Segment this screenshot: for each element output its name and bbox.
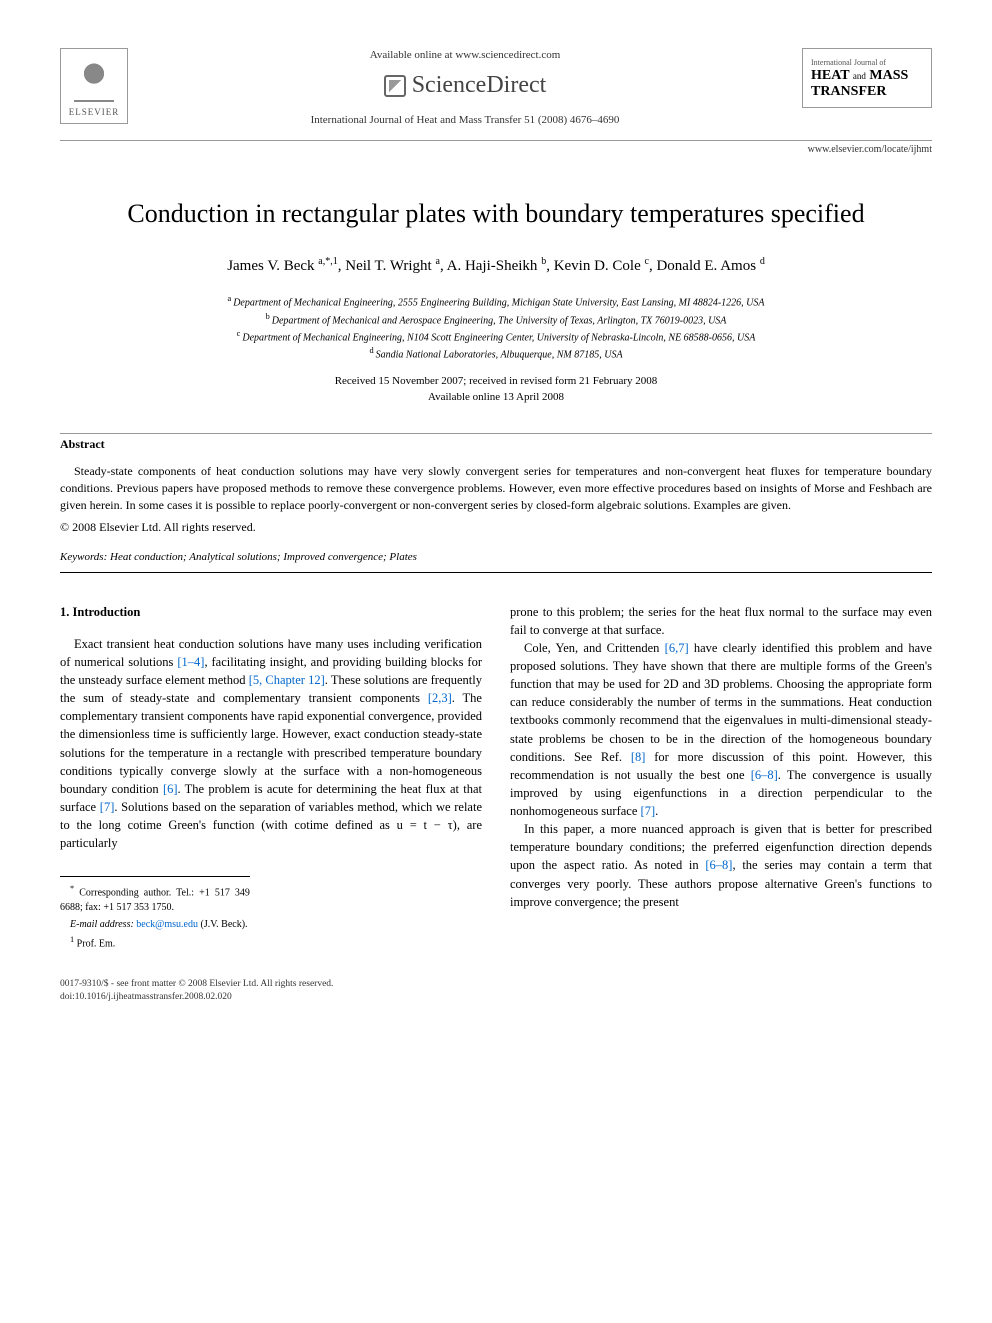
body-columns: 1. Introduction Exact transient heat con… (60, 603, 932, 954)
locate-url[interactable]: www.elsevier.com/locate/ijhmt (60, 143, 932, 157)
doi-line: doi:10.1016/j.ijheatmasstransfer.2008.02… (60, 991, 932, 1004)
abstract-copyright: © 2008 Elsevier Ltd. All rights reserved… (60, 519, 932, 536)
header-rule (60, 140, 932, 141)
elsevier-tree-icon (74, 56, 114, 102)
article-dates: Received 15 November 2007; received in r… (60, 374, 932, 405)
ref-link[interactable]: [1–4] (177, 655, 204, 669)
author-email-link[interactable]: beck@msu.edu (136, 919, 198, 930)
intro-paragraph-1-cont: prone to this problem; the series for th… (510, 603, 932, 639)
sciencedirect-text: ScienceDirect (412, 69, 547, 103)
affiliation-line: bDepartment of Mechanical and Aerospace … (60, 311, 932, 328)
journal-reference: International Journal of Heat and Mass T… (148, 113, 782, 128)
article-title: Conduction in rectangular plates with bo… (120, 197, 872, 231)
authors-line: James V. Beck a,*,1, Neil T. Wright a, A… (60, 255, 932, 277)
left-column: 1. Introduction Exact transient heat con… (60, 603, 482, 954)
ref-link[interactable]: [2,3] (428, 691, 452, 705)
affiliation-line: dSandia National Laboratories, Albuquerq… (60, 345, 932, 362)
intro-paragraph-2: Cole, Yen, and Crittenden [6,7] have cle… (510, 639, 932, 820)
footer: 0017-9310/$ - see front matter © 2008 El… (60, 978, 932, 1005)
section-1-heading: 1. Introduction (60, 603, 482, 621)
right-column: prone to this problem; the series for th… (510, 603, 932, 954)
abstract-heading: Abstract (60, 436, 932, 453)
center-header: Available online at www.sciencedirect.co… (128, 48, 802, 128)
front-matter-line: 0017-9310/$ - see front matter © 2008 El… (60, 978, 932, 991)
journal-title-line2: TRANSFER (811, 84, 923, 99)
ref-link[interactable]: [8] (631, 750, 646, 764)
header-row: ELSEVIER Available online at www.science… (60, 48, 932, 128)
received-date: Received 15 November 2007; received in r… (60, 374, 932, 389)
ref-link[interactable]: [6] (163, 782, 178, 796)
affiliations: aDepartment of Mechanical Engineering, 2… (60, 293, 932, 362)
pre-abstract-rule (60, 433, 932, 434)
journal-cover-box: International Journal of HEAT and MASS T… (802, 48, 932, 108)
sciencedirect-icon (384, 75, 406, 97)
affiliation-line: cDepartment of Mechanical Engineering, N… (60, 328, 932, 345)
intro-paragraph-3: In this paper, a more nuanced approach i… (510, 820, 932, 911)
keywords-label: Keywords: (60, 551, 107, 563)
keywords-text: Heat conduction; Analytical solutions; I… (107, 551, 417, 563)
footnotes: * Corresponding author. Tel.: +1 517 349… (60, 876, 250, 952)
journal-intl-label: International Journal of (811, 57, 923, 68)
ref-link[interactable]: [6,7] (665, 641, 689, 655)
ref-link[interactable]: [7] (100, 800, 115, 814)
corresponding-author-note: * Corresponding author. Tel.: +1 517 349… (60, 883, 250, 915)
available-online-text: Available online at www.sciencedirect.co… (148, 48, 782, 63)
journal-title-line1: HEAT and MASS (811, 68, 923, 83)
ref-link[interactable]: [6–8] (751, 768, 778, 782)
publisher-logo: ELSEVIER (60, 48, 128, 124)
prof-em-note: 1 Prof. Em. (60, 934, 250, 952)
email-note: E-mail address: beck@msu.edu (J.V. Beck)… (60, 918, 250, 933)
ref-link[interactable]: [7] (641, 804, 656, 818)
sciencedirect-logo: ScienceDirect (148, 69, 782, 103)
abstract-end-rule (60, 572, 932, 573)
ref-link[interactable]: [5, Chapter 12] (249, 673, 325, 687)
available-online-date: Available online 13 April 2008 (60, 390, 932, 405)
affiliation-line: aDepartment of Mechanical Engineering, 2… (60, 293, 932, 310)
intro-paragraph-1: Exact transient heat conduction solution… (60, 635, 482, 853)
keywords: Keywords: Heat conduction; Analytical so… (60, 550, 932, 565)
ref-link[interactable]: [6–8] (705, 858, 732, 872)
publisher-name: ELSEVIER (69, 106, 120, 119)
abstract-text: Steady-state components of heat conducti… (60, 463, 932, 513)
